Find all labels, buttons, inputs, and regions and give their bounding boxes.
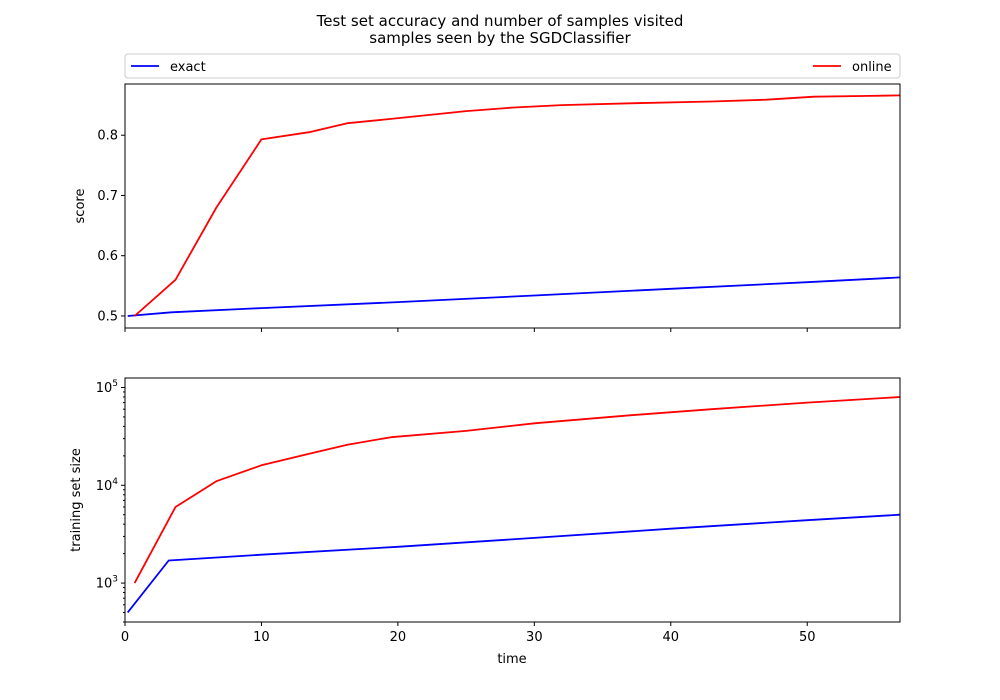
chart-title-line-1: Test set accuracy and number of samples … (316, 12, 684, 30)
training-size-series-online (133, 396, 901, 584)
score-y-axis-label: score (73, 189, 88, 224)
training-size-y-tick-label: 104 (96, 477, 119, 494)
training-size-panel: 0 10 20 30 40 50 103 104 105 training set size (69, 377, 901, 645)
score-y-tick-label: 0.7 (97, 189, 118, 204)
x-axis-label: time (497, 652, 526, 667)
training-size-series-exact (126, 513, 901, 614)
x-tick-label: 10 (253, 630, 270, 645)
x-tick-label: 30 (526, 630, 543, 645)
legend-label-online: online (852, 60, 892, 75)
score-plot-frame (124, 83, 901, 329)
score-panel: 0.5 0.6 0.7 0.8 score (73, 83, 901, 332)
x-tick-label: 40 (663, 630, 680, 645)
legend: exact online (124, 53, 901, 79)
legend-frame (124, 53, 901, 79)
training-size-y-tick-label: 105 (96, 379, 118, 396)
score-y-tick-label: 0.5 (97, 309, 118, 324)
legend-label-exact: exact (170, 60, 206, 75)
score-y-tick-label: 0.8 (97, 129, 118, 144)
score-series-online (134, 94, 901, 317)
chart-title-line-2: samples seen by the SGDClassifier (369, 29, 631, 47)
training-size-plot-frame (124, 377, 901, 623)
x-tick-label: 0 (121, 630, 129, 645)
training-size-y-tick-label: 103 (96, 575, 118, 592)
x-tick-label: 20 (390, 630, 407, 645)
training-size-y-axis-label: training set size (69, 448, 84, 552)
score-y-tick-label: 0.6 (97, 249, 118, 264)
x-tick-label: 50 (799, 630, 816, 645)
score-series-exact (127, 276, 901, 317)
